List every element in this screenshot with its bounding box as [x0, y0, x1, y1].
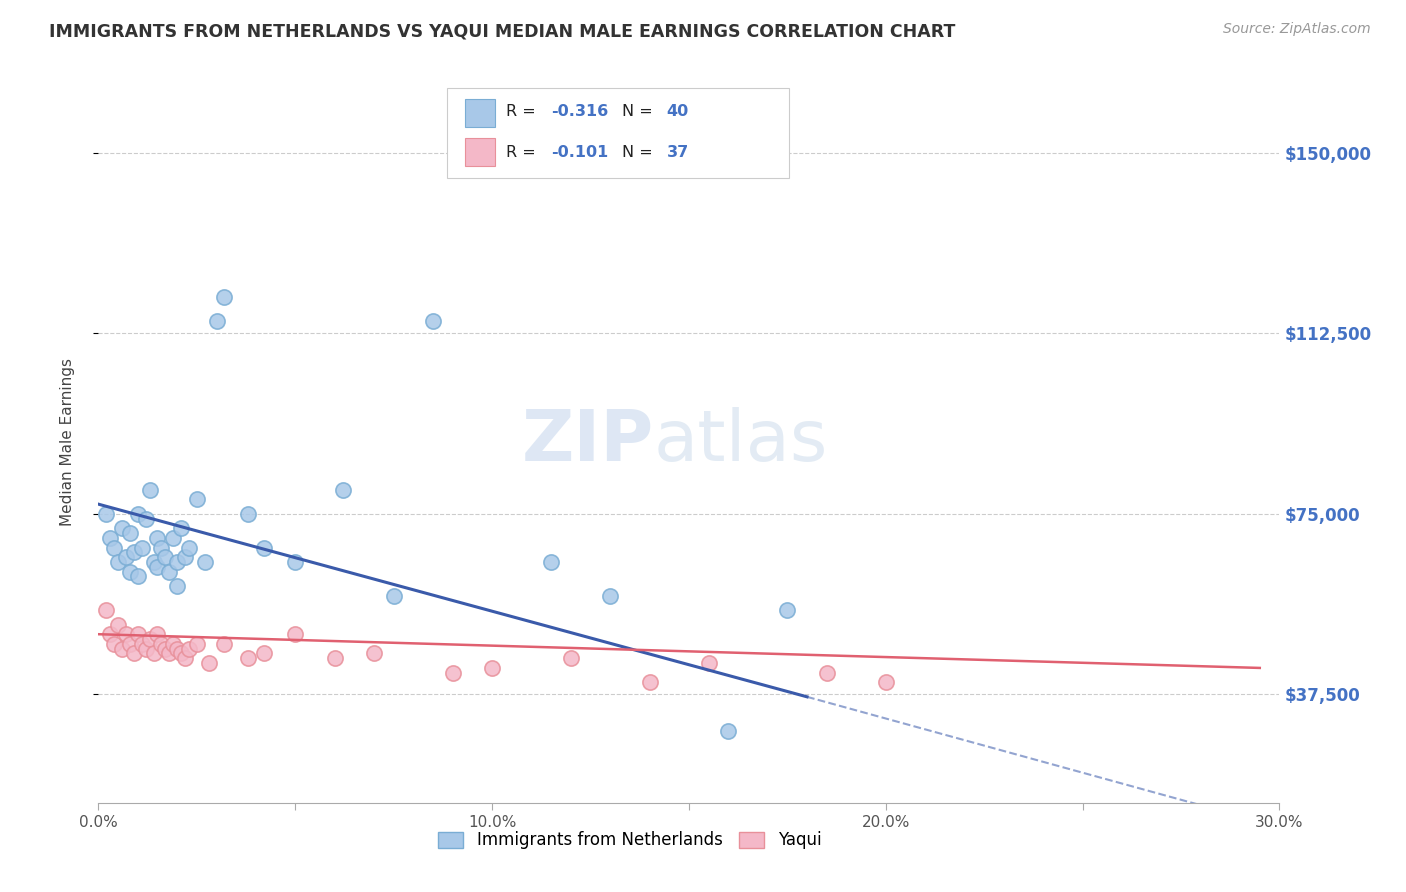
Point: [776, 603, 799, 617]
Y-axis label: Median Male Earnings: Median Male Earnings: [60, 358, 75, 525]
Point: [186, 637, 208, 651]
Text: IMMIGRANTS FROM NETHERLANDS VS YAQUI MEDIAN MALE EARNINGS CORRELATION CHART: IMMIGRANTS FROM NETHERLANDS VS YAQUI MED…: [49, 22, 956, 40]
Point: [162, 531, 184, 545]
Point: [540, 555, 562, 569]
Point: [118, 637, 141, 651]
Point: [118, 526, 141, 541]
Point: [481, 661, 503, 675]
Text: R =: R =: [506, 145, 541, 160]
Point: [146, 559, 169, 574]
Point: [135, 511, 157, 525]
Point: [205, 314, 228, 328]
Point: [166, 641, 188, 656]
Point: [118, 565, 141, 579]
Point: [142, 555, 165, 569]
Point: [135, 641, 157, 656]
Point: [599, 589, 621, 603]
Point: [174, 651, 197, 665]
Point: [115, 627, 138, 641]
Point: [157, 647, 180, 661]
Point: [107, 617, 129, 632]
Point: [127, 627, 149, 641]
Point: [111, 641, 134, 656]
Point: [150, 637, 173, 651]
Point: [131, 637, 153, 651]
Point: [323, 651, 346, 665]
Point: [214, 290, 236, 304]
Point: [177, 541, 200, 555]
Point: [197, 656, 219, 670]
Point: [441, 665, 464, 680]
Point: [127, 569, 149, 583]
Point: [155, 550, 177, 565]
Point: [146, 627, 169, 641]
Point: [875, 675, 897, 690]
Point: [150, 541, 173, 555]
Point: [155, 641, 177, 656]
Point: [103, 637, 125, 651]
Point: [157, 565, 180, 579]
Point: [138, 632, 160, 646]
Point: [96, 507, 118, 521]
Point: [236, 507, 259, 521]
Point: [122, 647, 145, 661]
Point: [166, 579, 188, 593]
Point: [236, 651, 259, 665]
Text: -0.101: -0.101: [551, 145, 607, 160]
Text: -0.316: -0.316: [551, 103, 607, 119]
Point: [284, 627, 307, 641]
Point: [166, 555, 188, 569]
Point: [253, 647, 276, 661]
Point: [107, 555, 129, 569]
Point: [253, 541, 276, 555]
Text: atlas: atlas: [654, 407, 828, 476]
FancyBboxPatch shape: [464, 99, 495, 128]
Point: [382, 589, 405, 603]
Legend: Immigrants from Netherlands, Yaqui: Immigrants from Netherlands, Yaqui: [432, 824, 828, 856]
Point: [98, 531, 121, 545]
Point: [214, 637, 236, 651]
Point: [697, 656, 720, 670]
Point: [96, 603, 118, 617]
FancyBboxPatch shape: [447, 87, 789, 178]
Point: [146, 531, 169, 545]
Point: [142, 647, 165, 661]
Point: [98, 627, 121, 641]
Point: [284, 555, 307, 569]
Text: Source: ZipAtlas.com: Source: ZipAtlas.com: [1223, 22, 1371, 37]
Point: [186, 492, 208, 507]
Point: [560, 651, 582, 665]
FancyBboxPatch shape: [464, 137, 495, 166]
Point: [115, 550, 138, 565]
Point: [363, 647, 385, 661]
Text: R =: R =: [506, 103, 541, 119]
Point: [111, 521, 134, 535]
Point: [177, 641, 200, 656]
Point: [174, 550, 197, 565]
Text: ZIP: ZIP: [522, 407, 654, 476]
Text: 40: 40: [666, 103, 689, 119]
Point: [815, 665, 838, 680]
Point: [162, 637, 184, 651]
Point: [131, 541, 153, 555]
Point: [170, 647, 193, 661]
Point: [194, 555, 217, 569]
Text: 37: 37: [666, 145, 689, 160]
Point: [332, 483, 354, 497]
Point: [138, 483, 160, 497]
Point: [127, 507, 149, 521]
Point: [717, 723, 740, 738]
Point: [638, 675, 661, 690]
Point: [103, 541, 125, 555]
Point: [122, 545, 145, 559]
Text: N =: N =: [621, 145, 658, 160]
Point: [422, 314, 444, 328]
Text: N =: N =: [621, 103, 658, 119]
Point: [170, 521, 193, 535]
